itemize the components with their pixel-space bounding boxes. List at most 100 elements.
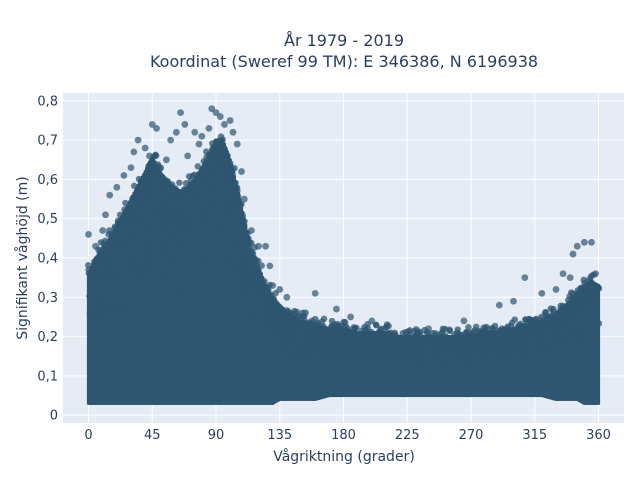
scatter-point (182, 197, 189, 205)
scatter-point (133, 254, 141, 261)
y-tick-label: 0,7 (37, 134, 58, 149)
scatter-point (167, 193, 174, 201)
y-tick-label: 0,6 (37, 173, 58, 188)
scatter-point (577, 284, 585, 292)
scatter-point (592, 270, 600, 278)
scatter-point (365, 350, 372, 357)
scatter-point (477, 350, 485, 357)
scatter-point (467, 356, 475, 363)
scatter-point (418, 360, 425, 367)
scatter-point (444, 347, 452, 355)
scatter-point (207, 166, 214, 174)
scatter-point (256, 272, 263, 279)
y-axis-ticks: 0 0,1 0,2 0,3 0,4 0,5 0,6 0,7 0,8 (37, 94, 58, 423)
scatter-point (118, 239, 125, 246)
scatter-point (417, 331, 424, 338)
scatter-point (222, 158, 229, 165)
scatter-point (176, 179, 183, 186)
scatter-point (200, 208, 208, 216)
scatter-point (193, 180, 200, 188)
scatter-point (116, 304, 124, 312)
scatter-point (216, 113, 224, 120)
scatter-point (139, 213, 146, 220)
scatter-point (588, 238, 595, 246)
scatter-point (120, 172, 128, 179)
scatter-point (173, 248, 180, 255)
scatter-point (209, 151, 217, 159)
y-tick-label: 0 (50, 409, 58, 424)
scatter-point (206, 219, 214, 226)
scatter-point (480, 358, 487, 365)
scatter-point (96, 255, 104, 262)
scatter-point (189, 225, 197, 232)
scatter-point (187, 181, 194, 189)
scatter-point (194, 163, 202, 170)
scatter-point (236, 274, 244, 282)
scatter-point (198, 194, 206, 201)
scatter-point (576, 332, 584, 339)
chart-subtitle: Koordinat (Sweref 99 TM): E 346386, N 61… (150, 52, 538, 71)
scatter-point (167, 136, 175, 144)
scatter-point (218, 196, 225, 204)
scatter-point (231, 164, 238, 172)
scatter-point (156, 214, 163, 222)
scatter-point (302, 309, 309, 316)
scatter-point (224, 152, 231, 159)
scatter-point (215, 151, 222, 158)
scatter-point (521, 274, 529, 282)
scatter-point (522, 322, 530, 330)
scatter-point (126, 255, 133, 262)
scatter-point (344, 325, 352, 333)
scatter-point (184, 152, 192, 160)
scatter-point (304, 353, 312, 360)
scatter-point (458, 365, 466, 372)
scatter-point (510, 297, 517, 305)
scatter-point (559, 270, 567, 278)
scatter-point (248, 239, 255, 247)
scatter-point (266, 262, 274, 270)
scatter-point (565, 336, 572, 343)
scatter-point (242, 283, 249, 290)
scatter-point (467, 346, 474, 353)
scatter-point (255, 242, 262, 250)
scatter-point (225, 199, 232, 206)
scatter-point (198, 132, 206, 140)
scatter-point (297, 357, 305, 365)
scatter-point (142, 224, 150, 231)
scatter-point (204, 259, 211, 267)
scatter-point (566, 274, 574, 282)
scatter-point (419, 351, 426, 359)
scatter-point (191, 283, 198, 291)
scatter-point (473, 323, 480, 330)
scatter-point (524, 360, 532, 367)
scatter-point (214, 240, 221, 248)
scatter-point (108, 230, 115, 238)
scatter-point (113, 270, 121, 277)
scatter-point (173, 237, 180, 244)
scatter-point (446, 326, 453, 333)
scatter-point (184, 284, 191, 291)
scatter-point (276, 286, 284, 293)
scatter-point (149, 260, 156, 268)
scatter-point (126, 216, 134, 223)
scatter-point (141, 144, 149, 152)
scatter-point (99, 273, 107, 280)
x-axis-ticks: 0 45 90 135 180 225 270 315 360 (84, 428, 611, 443)
scatter-point (434, 350, 442, 357)
scatter-point (170, 216, 178, 223)
scatter-point (549, 345, 556, 352)
scatter-point (396, 352, 403, 359)
scatter-point (213, 157, 221, 165)
scatter-point (143, 252, 150, 259)
scatter-point (130, 148, 138, 156)
scatter-point (317, 342, 325, 349)
scatter-point (292, 333, 299, 340)
scatter-point (164, 212, 171, 219)
scatter-point (184, 246, 192, 253)
scatter-point (93, 272, 101, 279)
scatter-point (550, 305, 557, 313)
scatter-point (95, 300, 102, 308)
scatter-point (92, 317, 99, 324)
scatter-point (178, 190, 186, 198)
scatter-point (226, 117, 234, 124)
